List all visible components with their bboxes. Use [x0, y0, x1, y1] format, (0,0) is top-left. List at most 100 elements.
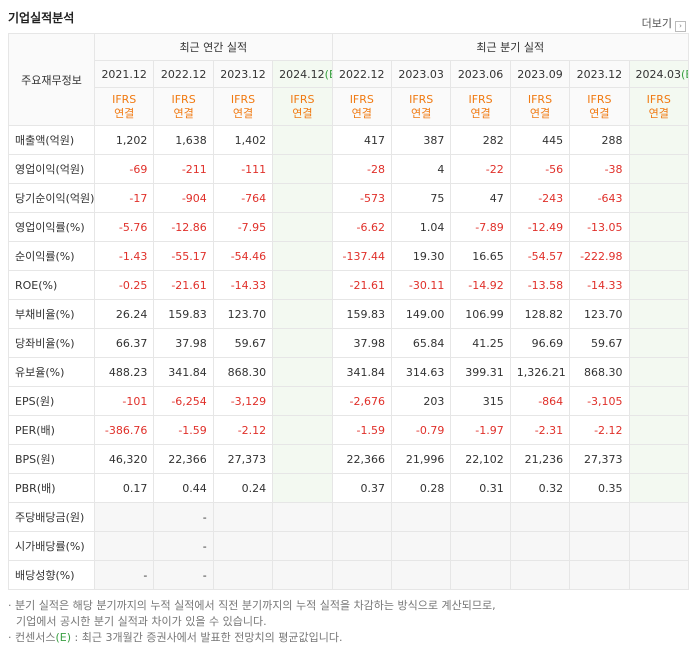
basis: IFRS	[646, 92, 671, 106]
basis-header: IFRS 연결	[628, 87, 689, 126]
cell: -3,105	[569, 386, 630, 416]
basis: IFRS	[112, 92, 137, 106]
data-row: ROE(%) -0.25 -21.61 -14.33 -21.61 -30.11 -14.9…	[8, 270, 689, 300]
cell	[272, 560, 333, 590]
row-label: 영업이익률(%)	[8, 212, 95, 242]
row-label: 배당성향(%)	[8, 560, 95, 590]
cell	[272, 444, 333, 474]
period-header: 2023.06	[450, 60, 511, 88]
cell: -12.49	[509, 212, 571, 242]
period-header: 2023.09	[509, 60, 571, 88]
cell: 1,638	[153, 125, 214, 155]
cell: -69	[93, 154, 155, 184]
cell: 0.37	[331, 473, 392, 503]
period: 2024.12	[279, 67, 325, 81]
cell	[272, 212, 333, 242]
cell: 488.23	[93, 357, 155, 387]
cell	[509, 531, 571, 561]
cell: -2.31	[509, 415, 571, 445]
basis: 연결	[648, 106, 669, 120]
cell: -7.89	[450, 212, 511, 242]
basis: 연결	[529, 106, 551, 120]
cell	[390, 502, 452, 532]
cell: -243	[509, 183, 571, 213]
section-title: 기업실적분석	[8, 11, 75, 25]
cell: -0.79	[390, 415, 452, 445]
estimate-mark: (E)	[324, 67, 331, 81]
header-row: 주요재무정보 최근 연간 실적 최근 분기 실적	[8, 33, 689, 126]
cell	[272, 125, 333, 155]
cell	[93, 502, 155, 532]
cell: 128.82	[509, 299, 571, 329]
cell: 123.70	[212, 299, 274, 329]
cell: 106.99	[450, 299, 511, 329]
data-row: 유보율(%) 488.23 341.84 868.30 341.84 314.63 399.…	[8, 357, 689, 387]
cell	[272, 183, 333, 213]
more-arrow[interactable]: ›	[675, 21, 686, 32]
cell: 59.67	[569, 328, 630, 358]
basis-header: IFRS 연결	[509, 87, 571, 126]
more-link[interactable]: 더보기 ›	[642, 15, 686, 32]
basis: IFRS	[409, 92, 434, 106]
data-row: 배당성향(%) - -	[8, 560, 689, 590]
cell: 66.37	[93, 328, 155, 358]
basis: IFRS	[587, 92, 612, 106]
cell: -7.95	[212, 212, 274, 242]
cell: -	[153, 531, 214, 561]
cell: -55.17	[153, 241, 214, 271]
cell	[628, 444, 689, 474]
cell: -6,254	[153, 386, 214, 416]
cell	[450, 531, 511, 561]
note-text: 기업에서 공시한 분기 실적과 차이가 있을 수 있습니다.	[16, 615, 267, 628]
cell	[628, 415, 689, 445]
more-label[interactable]: 더보기	[641, 17, 672, 30]
cell: -56	[509, 154, 571, 184]
cell: -54.46	[212, 241, 274, 271]
cell	[272, 502, 333, 532]
data-row: EPS(원) -101 -6,254 -3,129 -2,676 203 315 -864 -3…	[8, 386, 689, 416]
corner-header: 주요재무정보	[8, 33, 95, 126]
period-header: 2024.03(E)	[628, 60, 689, 88]
note: 기업에서 공시한 분기 실적과 차이가 있을 수 있습니다.	[8, 614, 496, 630]
data-row: 영업이익(억원) -69 -211 -111 -28 4 -22 -56 -38	[8, 154, 689, 184]
cell	[212, 531, 274, 561]
cell: 41.25	[450, 328, 511, 358]
cell	[93, 531, 155, 561]
period-header: 2024.12(E)	[272, 60, 333, 88]
cell: -573	[331, 183, 392, 213]
basis: 연결	[589, 106, 610, 120]
row-label: 영업이익(억원)	[8, 154, 95, 184]
cell: -904	[153, 183, 214, 213]
period: 2021.12	[101, 67, 147, 81]
cell: -1.97	[450, 415, 511, 445]
basis: IFRS	[290, 92, 315, 106]
basis: IFRS	[468, 92, 493, 106]
cell: 159.83	[153, 299, 214, 329]
cell: -21.61	[331, 270, 392, 300]
cell: 59.67	[212, 328, 274, 358]
cell: -1.59	[153, 415, 214, 445]
cell: 37.98	[331, 328, 392, 358]
cell: 445	[509, 125, 571, 155]
cell: -	[93, 560, 155, 590]
cell	[628, 502, 689, 532]
cell: 341.84	[153, 357, 214, 387]
period: 2023.12	[220, 67, 266, 81]
data-row: 영업이익률(%) -5.76 -12.86 -7.95 -6.62 1.04 -7.89 -1…	[8, 212, 689, 242]
basis-header: IFRS 연결	[450, 87, 511, 126]
cell: 0.17	[93, 473, 155, 503]
cell: -14.92	[450, 270, 511, 300]
cell: 1,402	[212, 125, 274, 155]
data-row: PER(배) -386.76 -1.59 -2.12 -1.59 -0.79 -1.97 -2…	[8, 415, 689, 445]
data-row: PBR(배) 0.17 0.44 0.24 0.37 0.28 0.31 0.32 0.35	[8, 473, 689, 503]
row-label: 주당배당금(원)	[8, 502, 95, 532]
cell: -14.33	[212, 270, 274, 300]
period-header: 2021.12	[93, 60, 155, 88]
basis-header: IFRS 연결	[153, 87, 214, 126]
cell: 203	[390, 386, 452, 416]
note: · 분기 실적은 해당 분기까지의 누적 실적에서 직전 분기까지의 누적 실적…	[8, 599, 496, 612]
cell: -22	[450, 154, 511, 184]
period: 2024.03	[635, 67, 682, 81]
cell	[450, 502, 511, 532]
